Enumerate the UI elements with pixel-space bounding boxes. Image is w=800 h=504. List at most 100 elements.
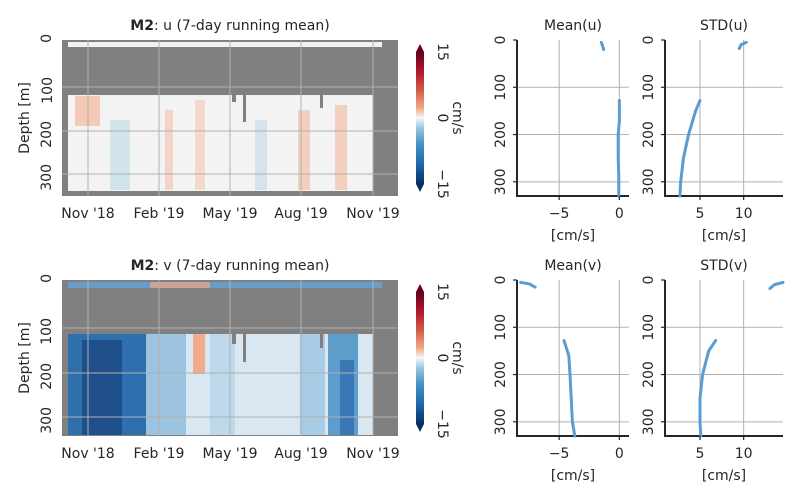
panel-title: STD(v) (700, 258, 747, 274)
heatmap-v-upper-band (68, 282, 382, 288)
ytick-label: 0 (39, 274, 55, 283)
heatmap-u-xticks: Nov '18 Feb '19 May '19 Aug '19 Nov '19 (61, 206, 399, 222)
profile-line (562, 339, 577, 438)
profile-mean-u-panel: Mean(u) −5 0 [cm/s] 0 100 200 300 (493, 18, 629, 244)
heatmap-u-cell-positive (195, 100, 205, 190)
ytick-label: 300 (641, 408, 657, 435)
colorbar-tick: −15 (434, 169, 450, 199)
ytick-label: 0 (39, 34, 55, 43)
x-axis-label: [cm/s] (551, 468, 595, 484)
colorbar-u: 15 0 −15 cm/s (416, 43, 465, 199)
heatmap-v-upper-warm (150, 282, 210, 288)
ytick-label: 300 (641, 168, 657, 195)
heatmap-v-plot (62, 280, 398, 436)
colorbar-v-gradient (416, 292, 424, 424)
heatmap-u-cell-positive (165, 110, 173, 190)
heatmap-v-ylabel: Depth [m] (17, 322, 33, 394)
heatmap-u-upper-band (68, 42, 382, 47)
colorbar-v-extend-bottom (416, 424, 424, 432)
ytick-label: 0 (641, 36, 657, 45)
profile-std-u-panel: STD(u) 5 10 [cm/s] 0 100 200 300 (641, 18, 783, 244)
ytick-label: 100 (493, 314, 509, 341)
heatmap-u-yticks: 0 100 200 300 (39, 34, 56, 191)
heatmap-u-ylabel: Depth [m] (17, 82, 33, 154)
xtick-label: −5 (549, 446, 570, 462)
panel-title: Mean(u) (544, 18, 602, 34)
heatmap-u-cell-negative (255, 120, 267, 190)
profile-line (616, 99, 621, 198)
colorbar-u-ticks: 15 0 −15 (434, 43, 450, 199)
xtick-label: 10 (735, 446, 753, 462)
ytick-label: 200 (641, 361, 657, 388)
colorbar-tick: 15 (434, 43, 450, 61)
profile-line (599, 40, 606, 51)
colorbar-u-unit: cm/s (449, 101, 465, 134)
colorbar-u-extend-bottom (416, 184, 424, 192)
colorbar-u-extend-top (416, 44, 424, 52)
heatmap-v-cell-negative (146, 334, 186, 435)
heatmap-v-cell-positive (193, 334, 205, 374)
heatmap-u-cell-positive (335, 105, 347, 190)
colorbar-tick: 0 (434, 354, 450, 363)
xtick-label: May '19 (202, 446, 257, 462)
heatmap-v-yticks: 0 100 200 300 (39, 274, 55, 434)
ytick-label: 100 (641, 74, 657, 101)
xtick-label: 5 (696, 446, 705, 462)
profile-std-v-panel: STD(v) 5 10 [cm/s] 0 100 200 300 (641, 258, 785, 484)
ytick-label: 200 (39, 121, 55, 148)
ytick-label: 200 (493, 361, 509, 388)
heatmap-v-cell-negative (340, 360, 354, 435)
panel-title: STD(u) (700, 18, 748, 34)
heatmap-v-panel: M2: v (7-day running mean) (17, 258, 400, 462)
x-axis-label: [cm/s] (702, 468, 746, 484)
xtick-label: Nov '18 (61, 446, 114, 462)
heatmap-v-cell-negative (300, 334, 325, 435)
ytick-label: 300 (39, 164, 55, 191)
colorbar-v-extend-top (416, 284, 424, 292)
xtick-label: 10 (735, 206, 753, 222)
heatmap-u-title-bold: M2 (130, 18, 154, 34)
heatmap-v-cell-negative (82, 340, 122, 435)
colorbar-v-ticks: 15 0 −15 (434, 283, 450, 439)
profile-line (737, 40, 748, 50)
xtick-label: 0 (615, 206, 624, 222)
ytick-label: 0 (493, 276, 509, 285)
colorbar-v: 15 0 −15 cm/s (416, 283, 465, 439)
ytick-label: 300 (493, 168, 509, 195)
ytick-label: 300 (493, 408, 509, 435)
colorbar-tick: 15 (434, 283, 450, 301)
xtick-label: 0 (615, 446, 624, 462)
ytick-label: 100 (40, 77, 56, 104)
colorbar-u-gradient (416, 52, 424, 184)
ytick-label: 100 (493, 74, 509, 101)
xtick-label: 5 (696, 206, 705, 222)
heatmap-v-xticks: Nov '18 Feb '19 May '19 Aug '19 Nov '19 (61, 446, 399, 462)
profile-line (678, 99, 702, 198)
ytick-label: 0 (641, 276, 657, 285)
heatmap-u-gridlines (62, 40, 398, 196)
xtick-label: Feb '19 (134, 206, 185, 222)
heatmap-v-cell-negative (210, 334, 235, 435)
ytick-label: 0 (493, 36, 509, 45)
profile-line (768, 280, 785, 290)
xtick-label: −5 (549, 206, 570, 222)
heatmap-u-cell-negative (110, 120, 130, 190)
heatmap-u-panel: M2: u (7-day running mean) (17, 18, 400, 222)
heatmap-u-plot (62, 40, 398, 196)
xtick-label: Nov '19 (346, 206, 399, 222)
heatmap-v-title-rest: : v (7-day running mean) (154, 258, 329, 274)
profile-line (519, 280, 537, 289)
panel-title: Mean(v) (544, 258, 601, 274)
profile-mean-v-panel: Mean(v) −5 0 [cm/s] 0 100 200 300 (493, 258, 629, 484)
xtick-label: Nov '18 (61, 206, 114, 222)
heatmap-v-title: M2: v (7-day running mean) (131, 258, 330, 274)
ytick-label: 200 (493, 121, 509, 148)
x-axis-label: [cm/s] (702, 228, 746, 244)
ytick-label: 100 (39, 318, 55, 345)
heatmap-u-lower-band (68, 95, 373, 191)
heatmap-u-title-rest: : u (7-day running mean) (154, 18, 330, 34)
colorbar-v-unit: cm/s (449, 341, 465, 374)
xtick-label: Aug '19 (274, 446, 327, 462)
